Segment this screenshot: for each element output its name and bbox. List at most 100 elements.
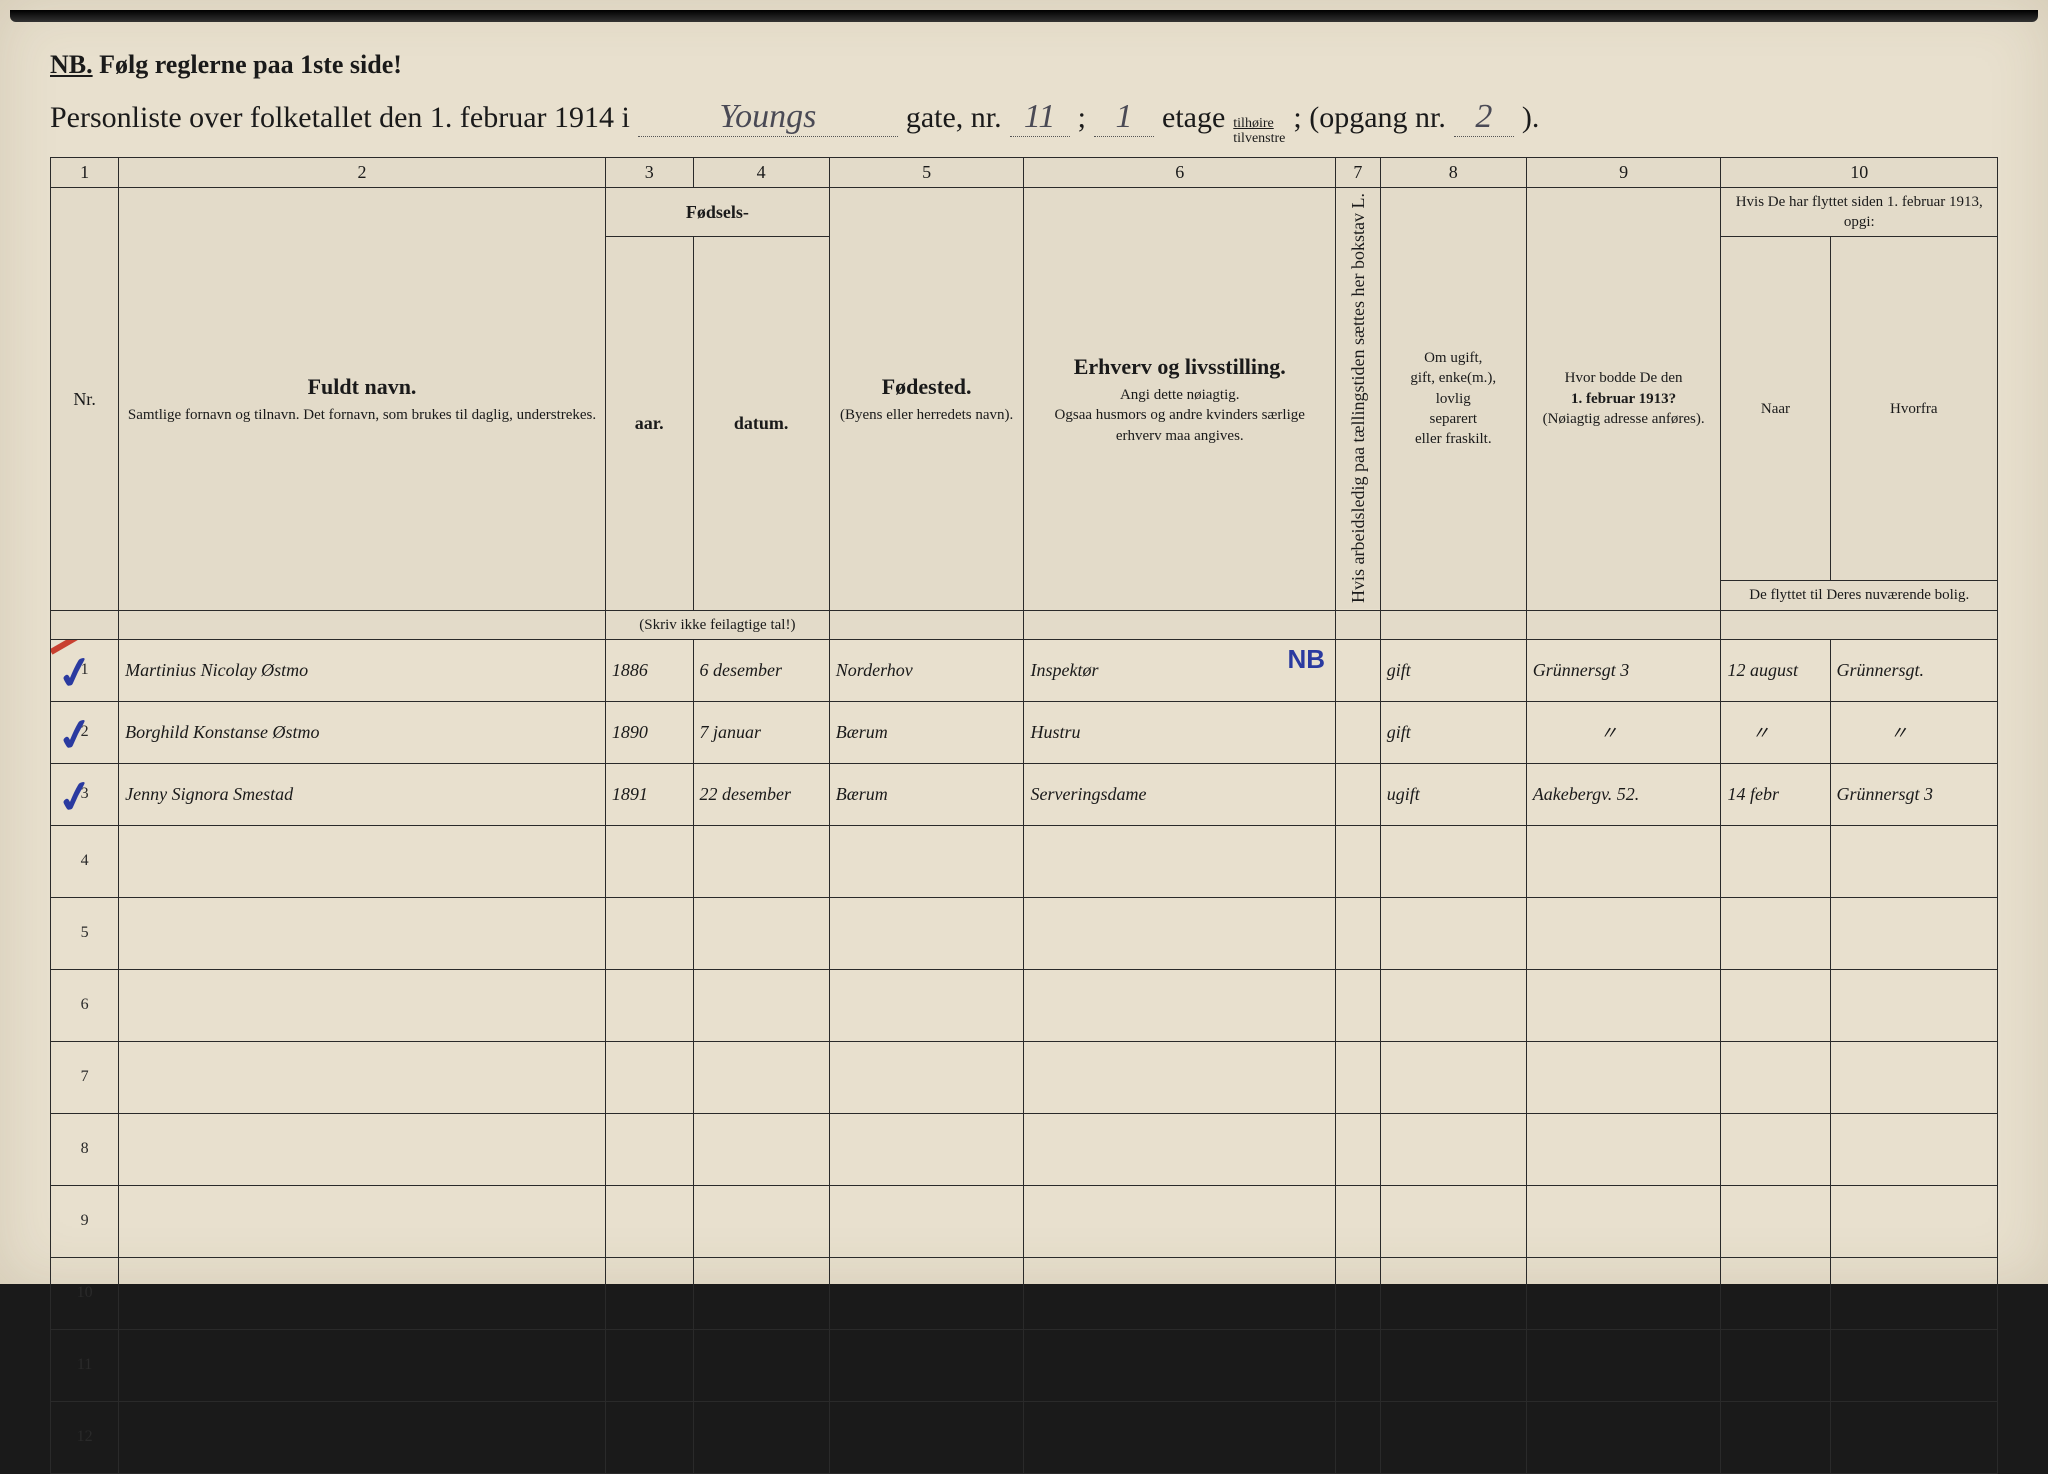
hdr-fodested: Fødested. (Byens eller herredets navn). [829,187,1024,610]
colnum-8: 8 [1380,157,1526,187]
header-row-note: (Skriv ikke feilagtige tal!) [51,610,1998,639]
cell-name: Jenny Signora Smestad [119,763,606,825]
blue-check-mark: ✓ [53,707,98,763]
cell-status: ugift [1380,763,1526,825]
cell-nr: 9 [51,1185,119,1257]
hdr-fodsels-note: (Skriv ikke feilagtige tal!) [605,610,829,639]
cell-nr: ✓ 3 [51,763,119,825]
cell-addr1913: Aakebergv. 52. [1526,763,1721,825]
blue-annotation: NB [1287,644,1325,675]
hdr-datum: datum. [693,237,829,610]
cell-col7 [1336,763,1381,825]
nb-instruction: NB. Følg reglerne paa 1ste side! [50,30,1998,80]
cell-nr: 5 [51,897,119,969]
cell-nr: 6 [51,969,119,1041]
cell-datum: 7 januar [693,701,829,763]
header-row-1: Nr. Fuldt navn. Samtlige fornavn og tiln… [51,187,1998,237]
cell-name: Martinius Nicolay Østmo [119,639,606,701]
title-prefix: Personliste over folketallet den 1. febr… [50,101,630,135]
colnum-7: 7 [1336,157,1381,187]
table-body: ✓ 1 Martinius Nicolay Østmo 1886 6 desem… [51,639,1998,1473]
hdr-aar: aar. [605,237,693,610]
hdr-col10-top: Hvis De har flyttet siden 1. februar 191… [1721,187,1998,237]
table-row-empty: 12 [51,1401,1998,1473]
cell-nr: 8 [51,1113,119,1185]
table-row-empty: 9 [51,1185,1998,1257]
hdr-name: Fuldt navn. Samtlige fornavn og tilnavn.… [119,187,606,610]
cell-naar: 14 febr [1721,763,1830,825]
colnum-9: 9 [1526,157,1721,187]
colnum-5: 5 [829,157,1024,187]
colnum-3: 3 [605,157,693,187]
table-row: ✓ 2 Borghild Konstanse Østmo 1890 7 janu… [51,701,1998,763]
colnum-2: 2 [119,157,606,187]
table-row-empty: 8 [51,1113,1998,1185]
tilhoire-tilvenstre: tilhøire tilvenstre [1233,116,1285,147]
hdr-col7: Hvis arbeidsledig paa tællingstiden sætt… [1336,187,1381,610]
hdr-fodsels: Fødsels- [605,187,829,237]
cell-erhverv: Hustru [1024,701,1336,763]
cell-fodested: Bærum [829,763,1024,825]
colnum-10: 10 [1721,157,1998,187]
table-row-empty: 11 [51,1329,1998,1401]
table-row-empty: 10 [51,1257,1998,1329]
cell-aar: 1886 [605,639,693,701]
street-name-field: Youngs [638,98,898,137]
column-number-row: 1 2 3 4 5 6 7 8 9 10 [51,157,1998,187]
hdr-col9: Hvor bodde De den 1. februar 1913? (Nøia… [1526,187,1721,610]
table-row: ✓ 3 Jenny Signora Smestad 1891 22 desemb… [51,763,1998,825]
table-row: ✓ 1 Martinius Nicolay Østmo 1886 6 desem… [51,639,1998,701]
cell-fodested: Norderhov [829,639,1024,701]
cell-hvorfra: 〃 [1830,701,1998,763]
cell-erhverv: Inspektør NB [1024,639,1336,701]
cell-hvorfra: Grünnersgt. [1830,639,1998,701]
cell-name: Borghild Konstanse Østmo [119,701,606,763]
cell-aar: 1890 [605,701,693,763]
gate-nr-field: 11 [1010,98,1070,137]
cell-aar: 1891 [605,763,693,825]
table-row-empty: 5 [51,897,1998,969]
etage-nr-field: 1 [1094,98,1154,137]
cell-datum: 22 desember [693,763,829,825]
nb-prefix: NB. [50,50,93,79]
cell-nr: 11 [51,1329,119,1401]
cell-nr: ✓ 2 [51,701,119,763]
cell-col7 [1336,639,1381,701]
cell-hvorfra: Grünnersgt 3 [1830,763,1998,825]
sep: ; [1078,101,1086,135]
close-paren: ). [1522,101,1540,135]
cell-naar: 12 august [1721,639,1830,701]
cell-col7 [1336,701,1381,763]
census-table: 1 2 3 4 5 6 7 8 9 10 Nr. Fuldt navn. Sam… [50,157,1998,1474]
hdr-col10-bottom: De flyttet til Deres nuværende bolig. [1721,581,1998,610]
gate-label: gate, nr. [906,101,1002,135]
census-form-page: NB. Følg reglerne paa 1ste side! Personl… [0,0,2048,1284]
colnum-6: 6 [1024,157,1336,187]
cell-addr1913: 〃 [1526,701,1721,763]
etage-label: etage [1162,101,1225,135]
colnum-1: 1 [51,157,119,187]
hdr-col8: Om ugift, gift, enke(m.), lovlig separer… [1380,187,1526,610]
cell-naar: 〃 [1721,701,1830,763]
opgang-nr-field: 2 [1454,98,1514,137]
cell-fodested: Bærum [829,701,1024,763]
cell-addr1913: Grünnersgt 3 [1526,639,1721,701]
cell-nr: 7 [51,1041,119,1113]
cell-status: gift [1380,701,1526,763]
hdr-erhverv: Erhverv og livsstilling. Angi dette nøia… [1024,187,1336,610]
blue-check-mark: ✓ [53,769,98,825]
cell-datum: 6 desember [693,639,829,701]
cell-nr: 4 [51,825,119,897]
opgang-label: ; (opgang nr. [1293,101,1445,135]
nb-text: Følg reglerne paa 1ste side! [99,50,402,79]
cell-nr: ✓ 1 [51,639,119,701]
table-row-empty: 4 [51,825,1998,897]
hdr-nr: Nr. [51,187,119,610]
hdr-naar: Naar [1721,237,1830,581]
cell-nr: 12 [51,1401,119,1473]
cell-nr: 10 [51,1257,119,1329]
hdr-hvorfra: Hvorfra [1830,237,1998,581]
table-header: 1 2 3 4 5 6 7 8 9 10 Nr. Fuldt navn. Sam… [51,157,1998,639]
table-row-empty: 6 [51,969,1998,1041]
table-row-empty: 7 [51,1041,1998,1113]
